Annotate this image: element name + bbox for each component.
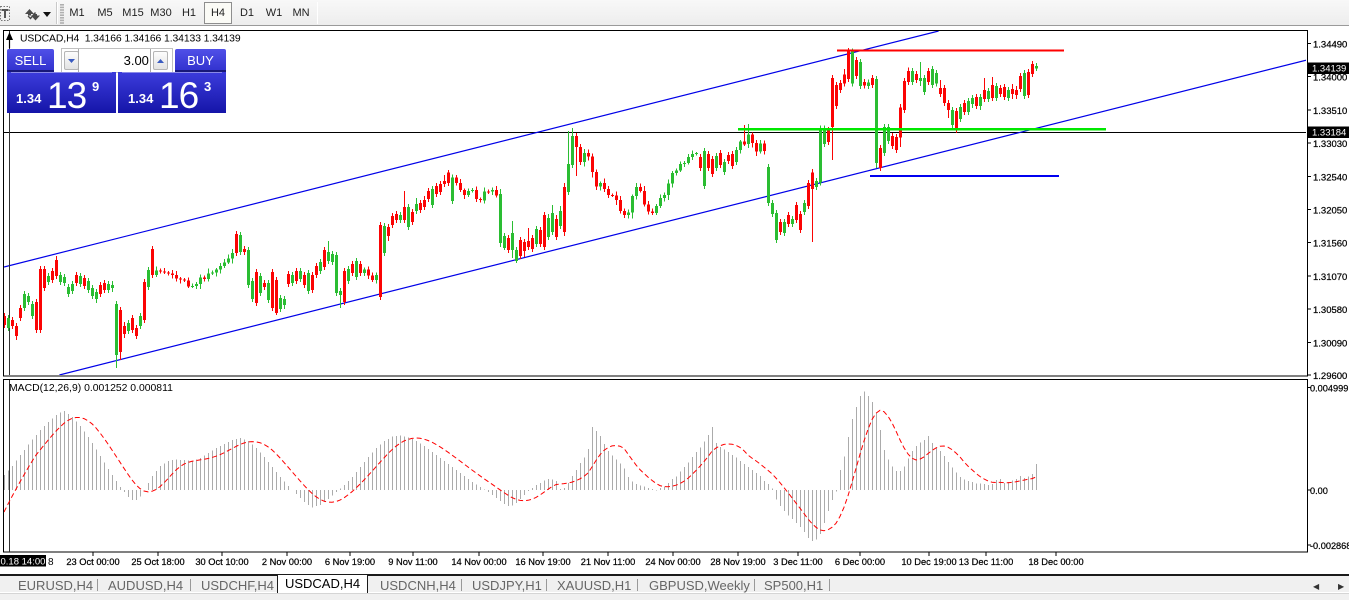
svg-text:13 Dec 11:00: 13 Dec 11:00: [959, 557, 1014, 567]
svg-text:28 Nov 19:00: 28 Nov 19:00: [710, 557, 765, 567]
svg-text:24 Nov 00:00: 24 Nov 00:00: [645, 557, 700, 567]
svg-text:25 Oct 18:00: 25 Oct 18:00: [131, 557, 184, 567]
svg-text:1.32540: 1.32540: [1313, 172, 1347, 183]
svg-text:MACD(12,26,9) 0.001252 0.00081: MACD(12,26,9) 0.001252 0.000811: [9, 383, 173, 394]
svg-text:1.31070: 1.31070: [1313, 272, 1347, 283]
svg-text:1.30090: 1.30090: [1313, 338, 1347, 349]
svg-text:1.29600: 1.29600: [1313, 371, 1347, 382]
svg-text:16 Nov 19:00: 16 Nov 19:00: [515, 557, 570, 567]
svg-text:1.30580: 1.30580: [1313, 305, 1347, 316]
svg-text:3 Dec 11:00: 3 Dec 11:00: [773, 557, 822, 567]
svg-text:1.32050: 1.32050: [1313, 206, 1347, 217]
svg-text:1.34139: 1.34139: [1312, 64, 1346, 75]
svg-text:10 Dec 19:00: 10 Dec 19:00: [901, 557, 956, 567]
svg-text:1.31560: 1.31560: [1313, 239, 1347, 250]
svg-text:0.004999: 0.004999: [1310, 384, 1348, 394]
svg-text:30 Oct 10:00: 30 Oct 10:00: [195, 557, 248, 567]
svg-text:1.33184: 1.33184: [1312, 128, 1346, 139]
svg-text:1.33030: 1.33030: [1313, 139, 1347, 150]
svg-text:6 Dec 00:00: 6 Dec 00:00: [835, 557, 885, 567]
svg-text:21 Nov 11:00: 21 Nov 11:00: [581, 557, 636, 567]
svg-text:8: 8: [48, 557, 54, 568]
svg-text:9 Nov 11:00: 9 Nov 11:00: [388, 557, 437, 567]
svg-text:USDCAD,H4 1.34166 1.34166 1.3: USDCAD,H4 1.34166 1.34166 1.34133 1.3413…: [20, 34, 241, 45]
svg-text:14 Nov 00:00: 14 Nov 00:00: [451, 557, 506, 567]
svg-text:0.00: 0.00: [1310, 486, 1328, 496]
svg-text:18 Dec 00:00: 18 Dec 00:00: [1028, 557, 1083, 567]
svg-text:23 Oct 00:00: 23 Oct 00:00: [66, 557, 119, 567]
svg-text:1.34000: 1.34000: [1313, 73, 1347, 84]
svg-text:2 Nov 00:00: 2 Nov 00:00: [262, 557, 312, 567]
svg-text:1.34490: 1.34490: [1313, 40, 1347, 51]
svg-text:6 Nov 19:00: 6 Nov 19:00: [325, 557, 375, 567]
svg-text:0.18 14:00: 0.18 14:00: [1, 556, 46, 567]
svg-text:1.33510: 1.33510: [1313, 106, 1347, 117]
svg-text:-0.002868: -0.002868: [1310, 541, 1349, 551]
